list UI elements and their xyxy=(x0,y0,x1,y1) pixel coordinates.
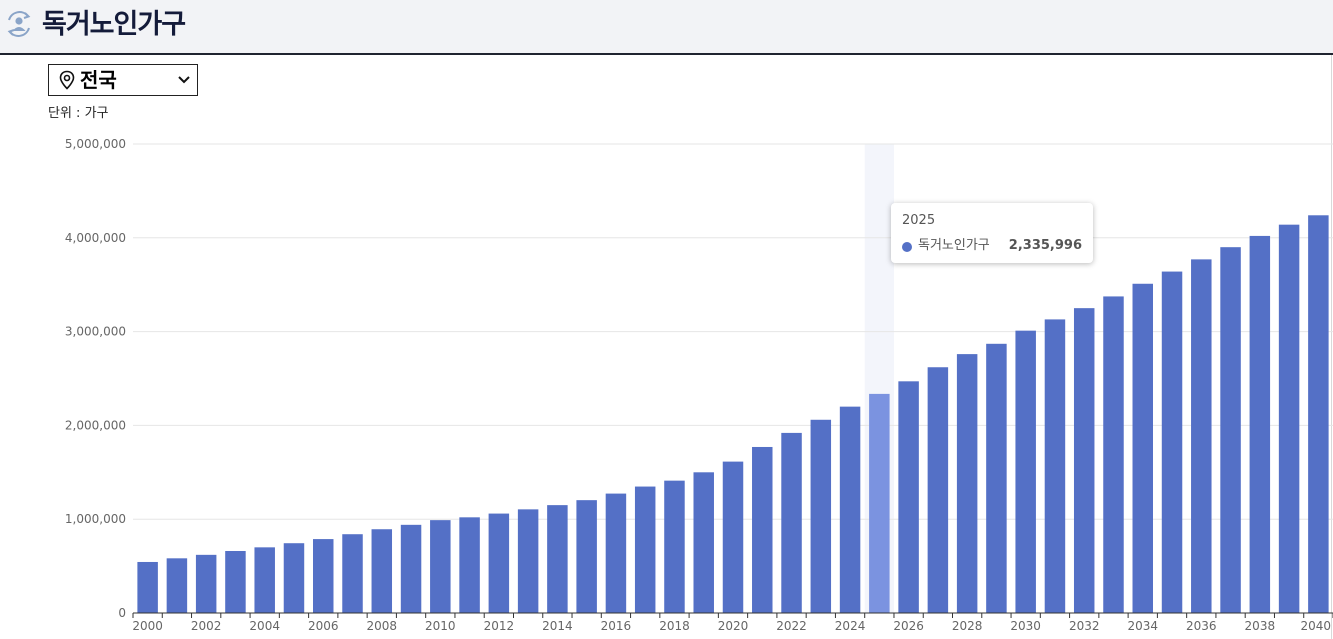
bar xyxy=(1044,319,1066,613)
bar xyxy=(956,354,978,613)
bar xyxy=(898,381,919,613)
bar xyxy=(195,554,217,613)
bar xyxy=(810,419,832,613)
chevron-down-icon xyxy=(178,76,190,84)
x-tick-label: 2000 xyxy=(132,619,163,633)
bar xyxy=(342,534,363,613)
x-tick-label: 2008 xyxy=(367,619,398,633)
bar xyxy=(1132,283,1153,613)
bar xyxy=(137,561,158,613)
bar xyxy=(634,486,656,613)
bar xyxy=(664,480,685,613)
bar xyxy=(1278,224,1300,613)
bar xyxy=(1220,247,1241,613)
x-tick-label: 2030 xyxy=(1010,619,1041,633)
bar xyxy=(225,550,246,613)
x-tick-label: 2028 xyxy=(952,619,983,633)
user-refresh-icon xyxy=(7,11,31,37)
bar xyxy=(722,461,744,613)
bar xyxy=(254,547,275,613)
bar xyxy=(1191,259,1212,613)
bar xyxy=(1103,296,1124,613)
y-tick-label: 2,000,000 xyxy=(65,418,126,432)
y-tick-label: 4,000,000 xyxy=(65,231,126,245)
x-tick-label: 2012 xyxy=(484,619,515,633)
y-tick-label: 3,000,000 xyxy=(65,325,126,339)
bar xyxy=(283,543,305,613)
y-tick-label: 1,000,000 xyxy=(65,512,126,526)
panel-border xyxy=(1331,55,1332,639)
bar xyxy=(459,517,480,613)
unit-label: 단위 : 가구 xyxy=(48,106,109,121)
x-tick-label: 2038 xyxy=(1245,619,1276,633)
bar xyxy=(517,509,539,613)
bar xyxy=(781,432,802,613)
bar xyxy=(839,406,861,613)
x-tick-label: 2016 xyxy=(601,619,632,633)
x-tick-label: 2034 xyxy=(1127,619,1158,633)
page-header: 독거노인가구 xyxy=(0,0,1333,55)
x-tick-label: 2032 xyxy=(1069,619,1100,633)
tooltip-year: 2025 xyxy=(902,213,936,228)
bar xyxy=(488,513,510,613)
x-tick-label: 2024 xyxy=(835,619,866,633)
bar-chart: 0 1,000,000 2,000,000 3,000,000 4,000,000 5,0… xyxy=(65,137,1333,633)
tooltip-value: 2,335,996 xyxy=(1008,238,1082,253)
bar xyxy=(313,539,334,613)
bar xyxy=(576,500,597,613)
region-dropdown-value: 전국 xyxy=(80,68,117,92)
x-tick-label: 2004 xyxy=(249,619,280,633)
x-tick-label: 2022 xyxy=(776,619,807,633)
bar xyxy=(1308,215,1329,613)
bar xyxy=(927,367,949,613)
x-tick-label: 2020 xyxy=(718,619,749,633)
chart-tooltip: 2025 독거노인가구 2,335,996 xyxy=(891,203,1093,263)
bar xyxy=(400,524,422,613)
bar xyxy=(166,558,188,613)
x-tick-label: 2002 xyxy=(191,619,222,633)
region-dropdown[interactable]: 전국 xyxy=(48,64,198,96)
tooltip-series-marker xyxy=(902,242,912,252)
x-tick-label: 2014 xyxy=(542,619,573,633)
bar xyxy=(547,505,568,613)
bar xyxy=(1249,235,1271,613)
location-pin-icon xyxy=(59,70,75,90)
bar xyxy=(1015,330,1036,613)
bar xyxy=(986,343,1007,613)
bar xyxy=(1161,271,1183,613)
bar xyxy=(693,472,714,613)
bar xyxy=(605,493,627,613)
x-tick-label: 2040 xyxy=(1300,619,1331,633)
x-tick-label: 2018 xyxy=(659,619,690,633)
bar xyxy=(371,529,393,613)
y-tick-label: 0 xyxy=(118,606,126,620)
bar xyxy=(1073,308,1095,613)
bar xyxy=(430,520,451,613)
y-tick-label: 5,000,000 xyxy=(65,137,126,151)
x-tick-label: 2026 xyxy=(893,619,924,633)
tooltip-series-name: 독거노인가구 xyxy=(918,238,990,253)
page-title: 독거노인가구 xyxy=(42,9,186,40)
x-tick-label: 2010 xyxy=(425,619,456,633)
x-tick-label: 2006 xyxy=(308,619,339,633)
bar xyxy=(869,393,890,613)
bar xyxy=(752,446,773,613)
x-tick-label: 2036 xyxy=(1186,619,1217,633)
